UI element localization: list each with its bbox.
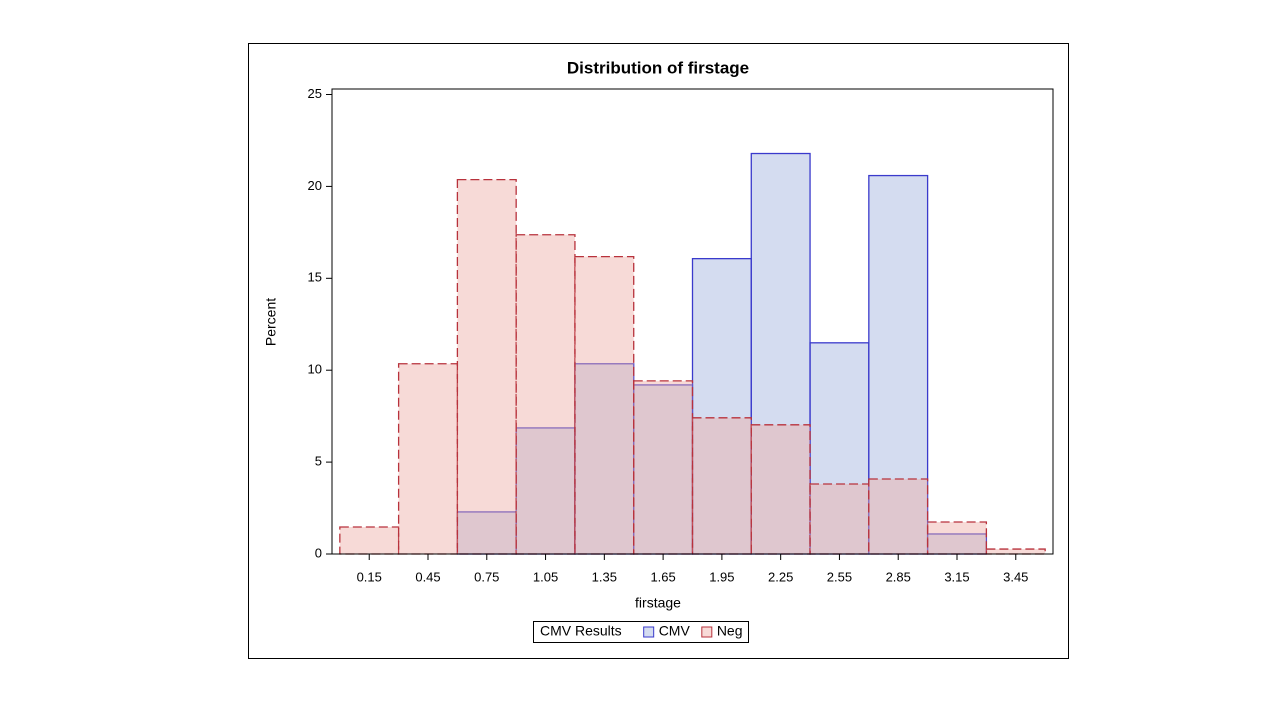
histogram-bar [985,548,1046,555]
histogram-bar [515,234,576,555]
y-tick-label: 0 [315,545,322,560]
y-tick-label: 15 [308,270,322,285]
x-tick-label: 3.15 [944,569,969,584]
x-tick-label: 0.75 [474,569,499,584]
histogram-bar [868,174,929,555]
x-tick-label: 1.95 [709,569,734,584]
x-tick-label: 0.15 [357,569,382,584]
legend-box [533,621,749,643]
y-axis-label: Percent [263,298,279,346]
x-axis-label: firstage [635,595,681,611]
y-tick-label: 10 [308,362,322,377]
y-tick-label: 25 [308,86,322,101]
histogram-bar [397,363,459,555]
y-tick-label: 5 [315,454,322,469]
histogram-bar [339,526,400,555]
x-tick-label: 3.45 [1003,569,1028,584]
chart-title: Distribution of firstage [567,58,749,77]
histogram-bar [868,478,929,555]
legend-title: CMV Results [540,623,622,639]
x-tick-label: 0.45 [415,569,440,584]
x-tick-label: 1.05 [533,569,558,584]
plot-frame [331,88,1054,555]
histogram-bar [633,380,694,555]
histogram-bar [750,152,811,555]
histogram-bar [750,424,811,555]
legend-label: Neg [717,623,743,639]
y-tick-label: 20 [308,178,322,193]
histogram-bar [515,427,576,555]
histogram-bar [574,255,635,555]
x-tick-label: 2.85 [886,569,911,584]
x-tick-label: 2.25 [768,569,793,584]
x-tick-label: 2.55 [827,569,852,584]
histogram-bar [633,384,694,555]
legend-swatch [643,626,655,638]
legend-label: CMV [659,623,691,639]
histogram-bar [809,483,870,555]
histogram-bar [574,363,635,555]
legend-swatch [701,626,713,638]
histogram-bar [926,521,988,555]
histogram-bar [456,178,517,555]
histogram-bar [691,417,752,555]
x-tick-label: 1.65 [650,569,675,584]
histogram-bar [691,257,752,555]
chart-frame [248,43,1069,659]
x-tick-label: 1.35 [592,569,617,584]
